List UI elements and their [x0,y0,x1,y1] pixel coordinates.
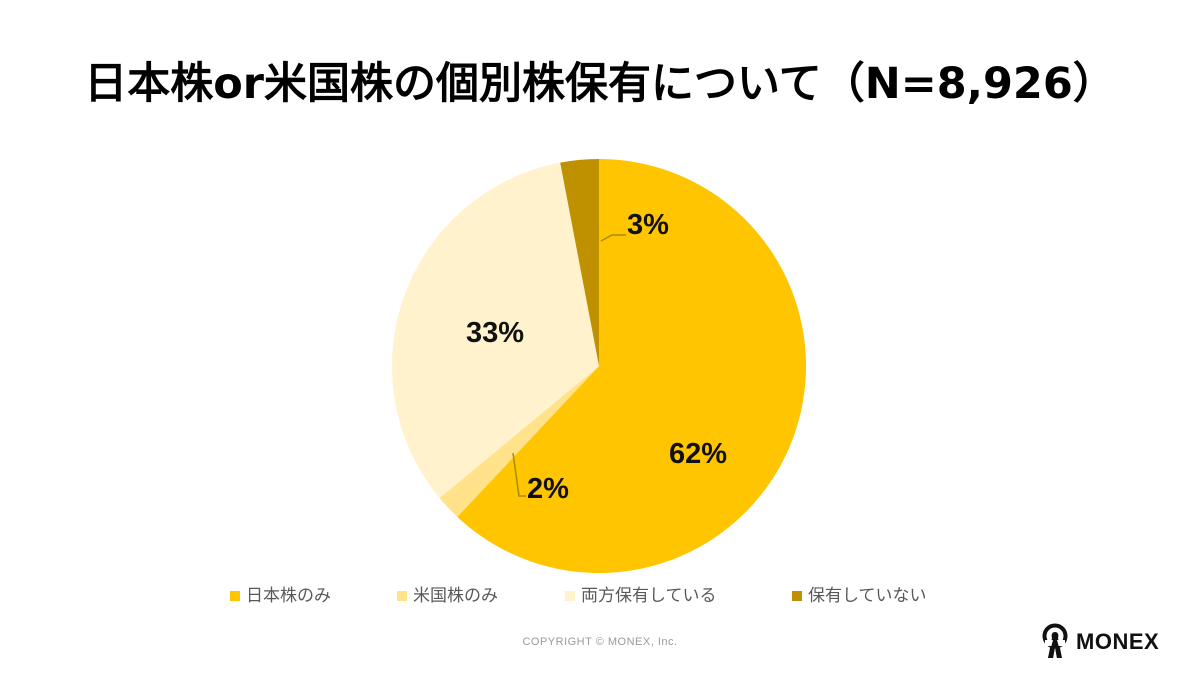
chart-legend: 日本株のみ 米国株のみ 両方保有している 保有していない [0,584,1200,608]
legend-swatch-both [565,591,575,601]
legend-label: 両方保有している [581,586,717,606]
legend-label: 日本株のみ [246,586,331,606]
data-label-us-only: 2% [527,473,569,505]
legend-swatch-japan-only [230,591,240,601]
pie-slice-both [391,162,599,498]
legend-item-both: 両方保有している [565,584,717,608]
legend-item-none: 保有していない [792,584,927,608]
monex-logo-text: MONEX [1076,629,1160,654]
monex-logo: MONEX [1040,622,1159,662]
monex-logo-icon [1042,623,1068,658]
legend-label: 米国株のみ [413,586,498,606]
pie-slice-none [560,159,599,366]
pie-slice-japan-only [457,159,806,574]
pie-slice-us-only [439,366,599,517]
legend-label: 保有していない [808,586,927,606]
legend-swatch-us-only [397,591,407,601]
legend-item-us-only: 米国株のみ [397,584,498,608]
data-label-none: 3% [627,209,669,241]
leader-line-3pct [600,234,626,242]
legend-swatch-none [792,591,802,601]
leader-line-2pct [512,452,526,497]
chart-title: 日本株or米国株の個別株保有について（N=8,926） [84,59,1116,109]
pie-slices [391,159,806,574]
legend-item-japan-only: 日本株のみ [230,584,331,608]
data-label-japan-only: 62% [669,438,728,470]
data-label-both: 33% [466,317,525,349]
copyright-notice: COPYRIGHT © MONEX, Inc. [522,636,678,648]
